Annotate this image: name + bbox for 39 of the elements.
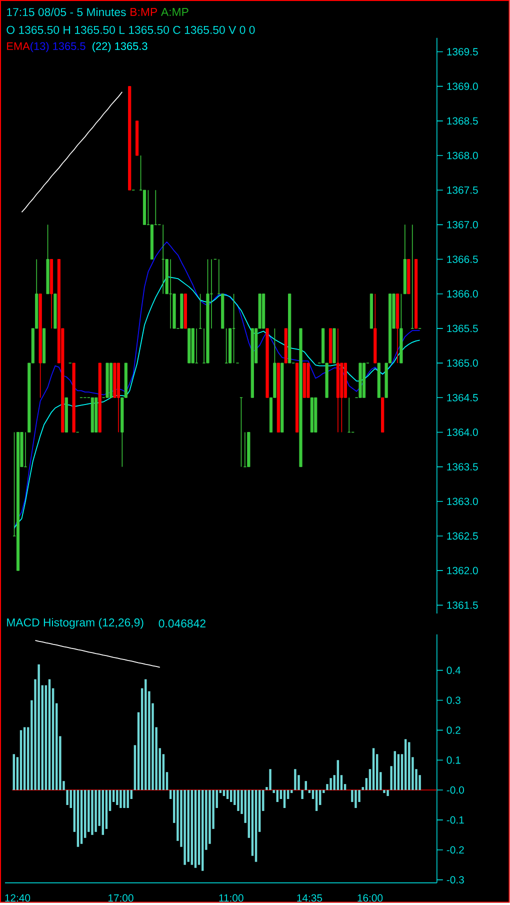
y-tick-label: 1369.0 [447, 82, 478, 90]
y-tick-label: 1363.0 [447, 498, 478, 506]
y-tick-label: -0.0 [447, 786, 464, 794]
y-tick-label: 0.2 [446, 726, 461, 734]
y-tick-label: 1366.5 [447, 256, 478, 263]
legend-title: EMA [7, 42, 30, 50]
y-tick-label: 1364.5 [447, 394, 478, 402]
x-tick-label: 16:00 [358, 894, 383, 902]
y-tick-label: 1368.0 [447, 152, 478, 160]
y-tick-label: 0.1 [446, 756, 461, 764]
y-tick-label: -0.1 [447, 816, 464, 824]
y-tick-label: 1365.0 [447, 359, 478, 367]
y-tick-label: 1366.0 [447, 290, 478, 298]
y-tick-label: 1369.5 [447, 48, 478, 56]
x-tick-label: 11:00 [219, 894, 244, 902]
chart-subtitle: O 1365.50 H 1365.50 L 1365.50 C 1365.50 V 0 0 [6, 26, 255, 34]
x-tick-label: 17:00 [108, 894, 134, 902]
y-tick-label: 1363.5 [447, 463, 478, 471]
y-tick-label: 1367.0 [447, 221, 478, 228]
text: (22) 1365.3 [92, 42, 148, 52]
text: A:MP [161, 8, 188, 16]
y-tick-label: 1362.0 [447, 566, 478, 574]
text: B:MP [130, 8, 158, 16]
y-tick-label: -0.2 [447, 846, 464, 854]
y-tick-label: 1364.0 [447, 428, 478, 436]
x-tick-label: 12:40 [5, 894, 30, 902]
y-tick-label: -0.3 [447, 876, 464, 884]
y-tick-label: 1367.5 [447, 186, 478, 194]
y-tick-label: 1368.5 [447, 117, 478, 125]
y-tick-label: 1362.5 [447, 532, 478, 540]
y-tick-label: 0.3 [446, 696, 461, 704]
y-tick-label: 0.4 [446, 666, 461, 674]
text: (13) 1365.5 [30, 42, 86, 52]
x-tick-label: 14:35 [297, 894, 322, 902]
y-tick-label: 1365.5 [447, 324, 478, 332]
chart-title: 17:15 08/05 - 5 Minutes [7, 8, 126, 16]
chart-subtitle: 0.046842 [158, 619, 206, 628]
y-tick-label: 1361.5 [447, 601, 478, 609]
chart-title: MACD Histogram (12,26,9) [7, 618, 144, 629]
